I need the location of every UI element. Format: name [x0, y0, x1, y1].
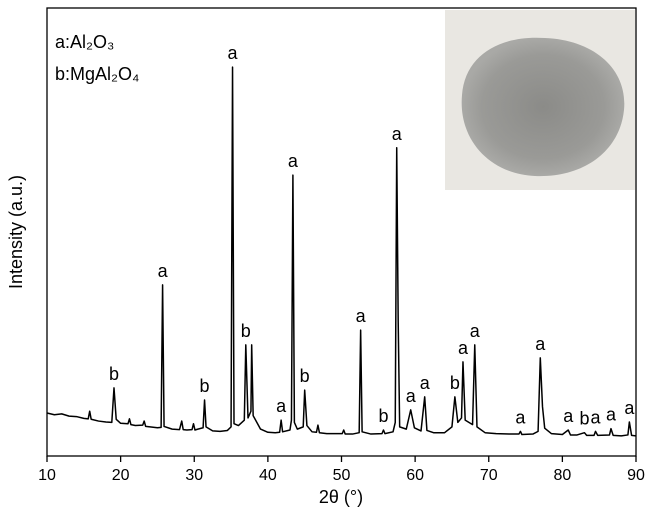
- peak-label: b: [109, 364, 119, 384]
- peak-label: a: [470, 321, 481, 341]
- peak-label: a: [624, 398, 635, 418]
- peak-label: a: [458, 338, 469, 358]
- peak-label: a: [420, 373, 431, 393]
- x-tick-label: 60: [406, 467, 424, 484]
- x-tick-label: 30: [185, 467, 203, 484]
- peak-label: a: [515, 407, 526, 427]
- peak-label: a: [356, 306, 367, 326]
- peak-label: a: [606, 405, 617, 425]
- peak-label: b: [200, 376, 210, 396]
- x-tick-label: 70: [480, 467, 498, 484]
- x-tick-label: 10: [38, 467, 56, 484]
- peak-label: b: [450, 373, 460, 393]
- peak-label: a: [276, 396, 287, 416]
- legend-entry: a:Al₂O₃: [55, 32, 114, 52]
- peak-label: b: [378, 406, 388, 426]
- x-tick-label: 50: [333, 467, 351, 484]
- peak-label: a: [406, 386, 417, 406]
- peak-label: a: [228, 43, 239, 63]
- inset-photo: [445, 10, 635, 190]
- legend-entry: b:MgAl₂O₄: [55, 64, 139, 84]
- x-tick-label: 20: [112, 467, 130, 484]
- x-tick-label: 40: [259, 467, 277, 484]
- peak-label: b: [300, 366, 310, 386]
- peak-label: a: [288, 151, 299, 171]
- x-tick-label: 90: [627, 467, 645, 484]
- peak-label: a: [392, 124, 403, 144]
- peak-label: b: [579, 409, 589, 429]
- peak-label: a: [563, 406, 574, 426]
- peak-label: a: [158, 261, 169, 281]
- peak-label: a: [590, 407, 601, 427]
- peak-label: a: [535, 334, 546, 354]
- x-axis-label: 2θ (°): [319, 487, 363, 507]
- xrd-line: [46, 66, 637, 437]
- x-tick-label: 80: [553, 467, 571, 484]
- y-axis-label: Intensity (a.u.): [6, 175, 26, 289]
- peak-label: b: [241, 321, 251, 341]
